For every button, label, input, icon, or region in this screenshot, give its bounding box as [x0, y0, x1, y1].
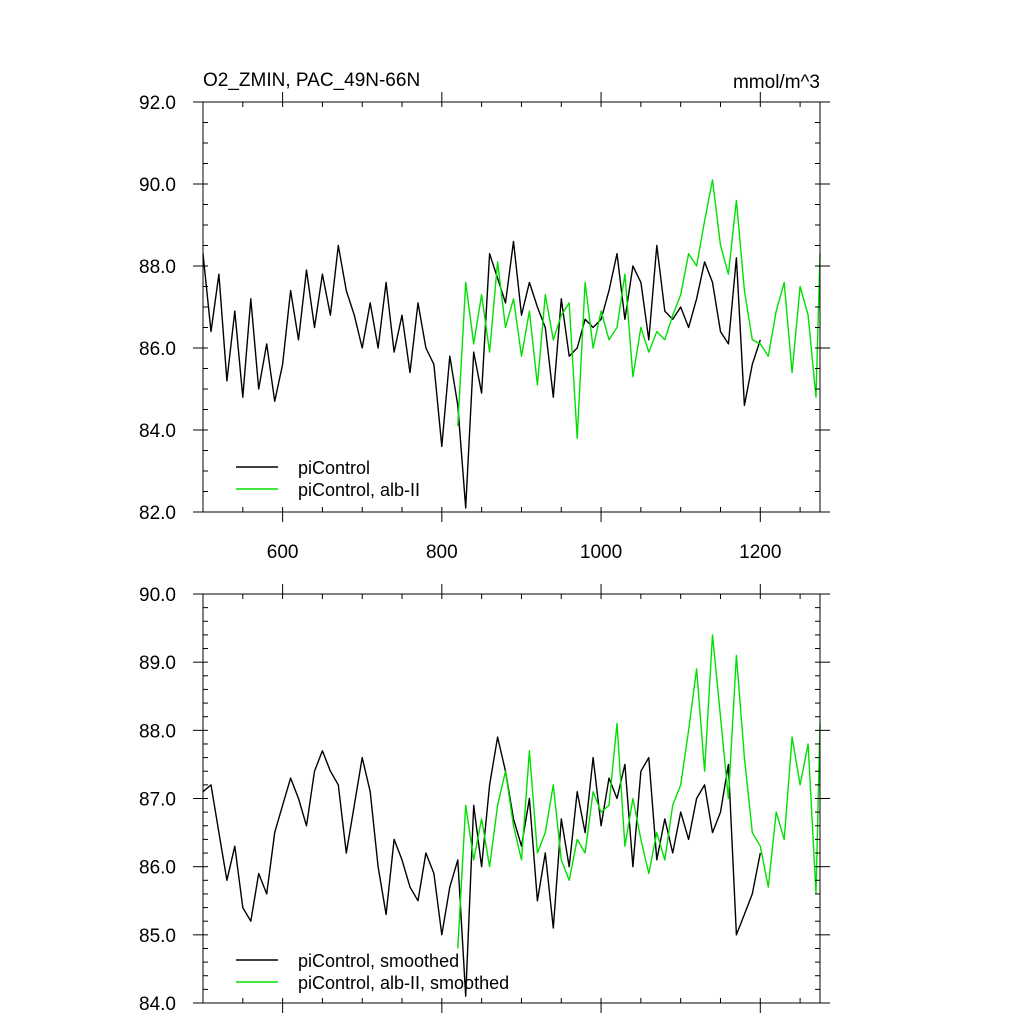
top-panel: O2_ZMIN, PAC_49N-66N mmol/m^3 82.0 84.0 86…	[139, 70, 830, 563]
top-panel-units: mmol/m^3	[733, 72, 820, 93]
bottom-panel-major-ticks	[193, 584, 830, 1013]
bottom-panel-tick-labels: 84.0 85.0 86.0 87.0 88.0 89.0 90.0	[139, 585, 176, 1015]
x-tick-label: 600	[267, 542, 299, 563]
legend-label-picontrol-smoothed: piControl, smoothed	[298, 951, 459, 971]
bottom-panel-legend: piControl, smoothed piControl, alb-II, s…	[236, 951, 509, 993]
y-tick-label: 86.0	[139, 858, 176, 879]
series-line-picontrol-smoothed	[202, 736, 761, 997]
top-panel-tick-labels: 82.0 84.0 86.0 88.0 90.0 92.0 600 800 1000 1200	[139, 93, 781, 563]
y-tick-label: 92.0	[139, 93, 176, 114]
y-tick-label: 90.0	[139, 175, 176, 196]
top-panel-title: O2_ZMIN, PAC_49N-66N	[203, 70, 420, 91]
series-line-picontrol-alb-ii-smoothed	[457, 634, 821, 949]
y-tick-label: 90.0	[139, 585, 176, 606]
legend-label-picontrol-alb-ii-smoothed: piControl, alb-II, smoothed	[298, 973, 509, 993]
bottom-panel-lines	[202, 634, 821, 997]
top-panel-lines	[202, 179, 821, 509]
y-tick-label: 82.0	[139, 503, 176, 524]
y-tick-label: 88.0	[139, 257, 176, 278]
y-tick-label: 89.0	[139, 653, 176, 674]
x-tick-label: 800	[426, 542, 458, 563]
y-tick-label: 84.0	[139, 421, 176, 442]
x-tick-label: 1200	[739, 542, 781, 563]
bottom-panel-frame	[202, 593, 821, 1004]
top-panel-major-ticks	[193, 92, 830, 522]
legend-label-picontrol: piControl	[298, 458, 370, 478]
bottom-panel: 84.0 85.0 86.0 87.0 88.0 89.0 90.0 piControl, …	[139, 584, 830, 1015]
y-tick-label: 84.0	[139, 994, 176, 1015]
top-panel-legend: piControl piControl, alb-II	[236, 458, 420, 500]
y-tick-label: 88.0	[139, 721, 176, 742]
series-line-picontrol	[202, 240, 761, 509]
x-tick-label: 1000	[580, 542, 622, 563]
y-tick-label: 87.0	[139, 790, 176, 811]
y-tick-label: 85.0	[139, 926, 176, 947]
legend-label-picontrol-alb-ii: piControl, alb-II	[298, 480, 420, 500]
top-panel-minor-ticks	[202, 101, 820, 513]
y-tick-label: 86.0	[139, 339, 176, 360]
top-panel-frame	[202, 101, 821, 513]
series-line-picontrol-alb-ii	[457, 179, 821, 439]
